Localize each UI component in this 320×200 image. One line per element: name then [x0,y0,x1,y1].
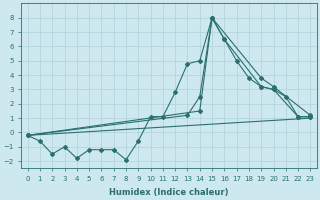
X-axis label: Humidex (Indice chaleur): Humidex (Indice chaleur) [109,188,229,197]
